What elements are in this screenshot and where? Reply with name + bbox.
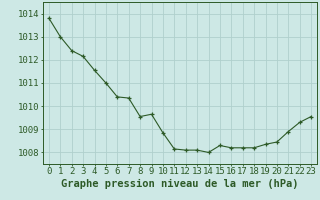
X-axis label: Graphe pression niveau de la mer (hPa): Graphe pression niveau de la mer (hPa) — [61, 179, 299, 189]
